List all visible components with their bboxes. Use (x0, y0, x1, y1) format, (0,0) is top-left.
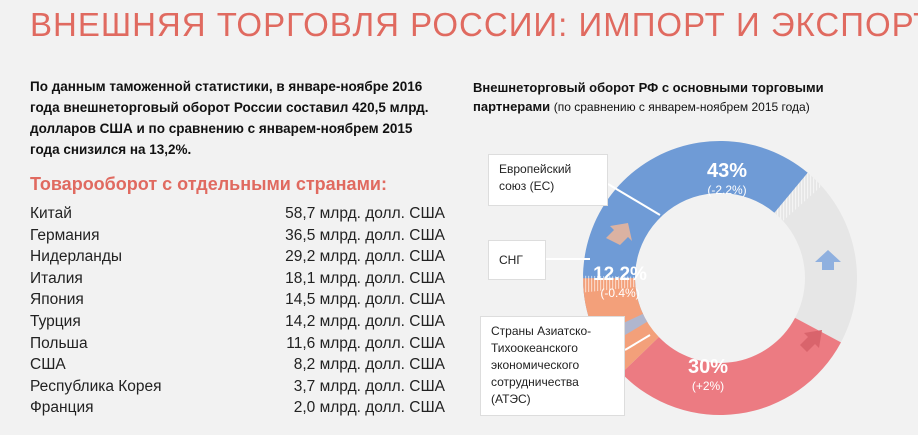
trade-value: 8,2 млрд. долл. США (293, 356, 445, 374)
legend-apec: Страны Азиатско-Тихоокеанского экономиче… (480, 316, 625, 416)
trade-subheading: Товарооборот с отдельными странами: (30, 174, 387, 194)
legend-apec-label: Страны Азиатско-Тихоокеанского экономиче… (491, 324, 592, 406)
trade-value: 14,5 млрд. долл. США (285, 291, 445, 309)
eu-change-label: (-2.2%) (707, 183, 746, 197)
trade-row: Германия 36,5 млрд. долл. США (30, 225, 445, 247)
trade-value: 14,2 млрд. долл. США (285, 312, 445, 330)
trade-row: Республика Корея 3,7 млрд. долл. США (30, 376, 445, 398)
chart-title-text: Внешнеторговый оборот РФ с основными тор… (473, 80, 824, 114)
trade-country: Турция (30, 312, 81, 330)
eu-percent-label: 43% (707, 160, 747, 182)
trade-row: Нидерланды 29,2 млрд. долл. США (30, 246, 445, 268)
cis-percent-label: 12.2% (593, 264, 647, 285)
cis-change-band (583, 275, 636, 293)
trade-row: Польша 11,6 млрд. долл. США (30, 333, 445, 355)
legend-cis-label: СНГ (499, 253, 523, 267)
trade-country: Германия (30, 226, 100, 244)
cis-arrow-icon (606, 223, 632, 245)
trade-country: Нидерланды (30, 248, 123, 266)
trade-value: 18,1 млрд. долл. США (285, 269, 445, 287)
trade-row: Китай 58,7 млрд. долл. США (30, 203, 445, 225)
trade-country: Китай (30, 205, 72, 222)
trade-row: Италия 18,1 млрд. долл. США (30, 268, 445, 290)
intro-paragraph: По данным таможенной статистики, в январ… (30, 79, 429, 157)
chart-title-note: (по сравнению с январем-ноябрем 2015 год… (553, 100, 810, 114)
page-title: ВНЕШНЯЯ ТОРГОВЛЯ РОССИИ: ИМПОРТ И ЭКСПОР… (30, 6, 918, 43)
trade-row: Турция 14,2 млрд. долл. США (30, 311, 445, 333)
legend-eu: Европейский союз (ЕС) (488, 154, 608, 206)
trade-value: 29,2 млрд. долл. США (285, 248, 445, 266)
apec-arrow-icon (800, 330, 822, 352)
trade-country: США (30, 356, 66, 374)
trade-value: 36,5 млрд. долл. США (285, 226, 445, 244)
donut-slice-eu (583, 140, 808, 336)
eu-leader-line (607, 183, 661, 216)
trade-row: США 8,2 млрд. долл. США (30, 354, 445, 376)
donut-slice-apec (621, 317, 841, 415)
eu-change-band (774, 172, 822, 221)
trade-row: Япония 14,5 млрд. долл. США (30, 289, 445, 311)
trade-value: 58,7 млрд. долл. США (285, 205, 445, 222)
legend-eu-label: Европейский союз (ЕС) (499, 162, 572, 193)
trade-row: Франция 2,0 млрд. долл. США (30, 397, 445, 419)
chart-title: Внешнеторговый оборот РФ с основными тор… (473, 78, 893, 117)
cis-change-label: (-0.4%) (600, 286, 639, 300)
apec-leader-line (624, 334, 651, 351)
trade-value: 11,6 млрд. долл. США (286, 334, 445, 352)
trade-country: Франция (30, 399, 94, 417)
trade-country: Италия (30, 269, 83, 287)
apec-change-label: (+2%) (692, 379, 724, 393)
trade-country: Республика Корея (30, 377, 162, 395)
trade-value: 3,7 млрд. долл. США (293, 377, 445, 395)
eu-arrow-icon (815, 250, 841, 270)
legend-cis: СНГ (488, 240, 546, 280)
trade-country: Польша (30, 334, 88, 352)
trade-value: 2,0 млрд. долл. США (293, 399, 445, 417)
trade-country: Япония (30, 291, 84, 309)
apec-percent-label: 30% (688, 356, 728, 378)
trade-list: Китай 58,7 млрд. долл. США Германия 36,5 мл… (30, 203, 445, 419)
